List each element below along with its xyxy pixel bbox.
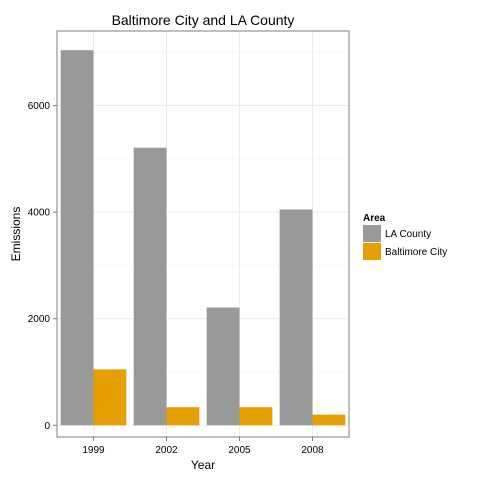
bar-la-county-1999 [60,50,94,426]
x-tick-label: 1999 [82,445,105,456]
x-tick-label: 2008 [301,445,324,456]
bar-la-county-2002 [133,147,167,426]
legend-title: Area [363,213,386,224]
legend-swatch [363,225,381,242]
bar-la-county-2005 [206,307,240,426]
panel-border [56,30,350,438]
y-tick-label: 4000 [28,208,51,219]
bar-baltimore-city-2005 [239,407,273,426]
x-tick-label: 2002 [155,445,178,456]
y-tick-label: 2000 [28,314,51,325]
legend-label: LA County [385,229,431,240]
legend: Area LA County Baltimore City [363,213,447,260]
bars-layer [60,50,346,426]
bar-baltimore-city-2002 [166,407,200,426]
legend-swatch [363,243,381,260]
y-tick-label: 0 [44,421,50,432]
chart-title: Baltimore City and LA County [112,12,295,28]
y-ticks: 0 2000 4000 6000 [28,101,57,432]
y-tick-label: 6000 [28,101,51,112]
x-ticks: 1999 2002 2005 2008 [82,437,324,456]
x-tick-label: 2005 [228,445,251,456]
bar-baltimore-city-2008 [312,414,346,426]
bar-la-county-2008 [279,209,313,426]
x-axis-title: Year [191,458,215,472]
legend-items: LA County Baltimore City [363,225,447,260]
y-axis-title: Emissions [9,207,23,262]
bar-baltimore-city-1999 [93,369,127,426]
legend-label: Baltimore City [385,247,447,258]
